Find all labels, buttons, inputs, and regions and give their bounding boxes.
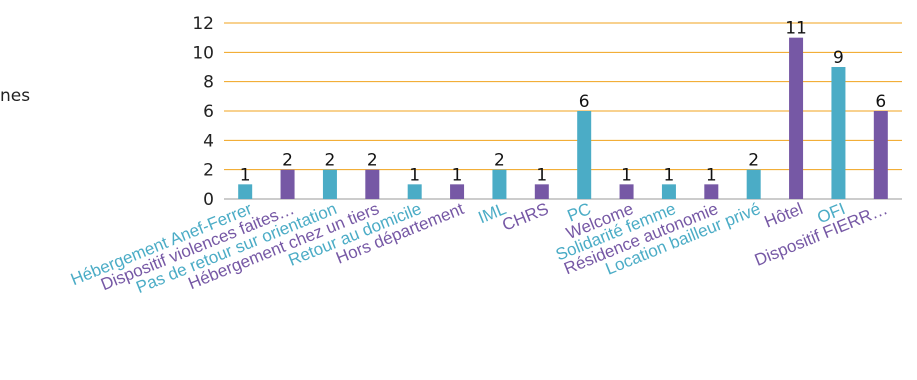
y-tick-label: 2 (203, 161, 214, 181)
bar (873, 111, 888, 199)
data-label: 1 (536, 165, 547, 185)
bar (534, 184, 549, 199)
bar (450, 184, 465, 199)
data-label: 1 (621, 165, 632, 185)
bar (704, 184, 719, 199)
bar (492, 169, 507, 199)
data-label: 6 (579, 92, 590, 112)
data-label: 1 (664, 165, 675, 185)
data-label: 2 (282, 151, 293, 171)
bar (619, 184, 634, 199)
y-tick-label: 10 (192, 43, 214, 63)
bar (238, 184, 253, 199)
bar (280, 169, 295, 199)
data-label: 2 (367, 151, 378, 171)
data-label: 1 (452, 165, 463, 185)
category-label: Hôtel (762, 199, 806, 231)
data-label: 1 (706, 165, 717, 185)
bar (322, 169, 337, 199)
bar (746, 169, 761, 199)
data-label: 1 (409, 165, 420, 185)
data-label: 11 (785, 19, 807, 39)
y-tick-label: 0 (203, 190, 214, 210)
bar (407, 184, 422, 199)
data-label: 2 (748, 151, 759, 171)
bar (661, 184, 676, 199)
y-tick-label: 4 (203, 131, 214, 151)
bar (789, 37, 804, 199)
bar (577, 111, 592, 199)
bar (831, 67, 846, 199)
side-text-fragment: nes (0, 86, 31, 106)
data-label: 6 (875, 92, 886, 112)
category-label: CHRS (500, 199, 552, 235)
y-tick-label: 12 (192, 14, 214, 34)
data-label: 9 (833, 48, 844, 68)
data-label: 1 (240, 165, 251, 185)
data-label: 2 (325, 151, 336, 171)
bar (365, 169, 380, 199)
y-tick-label: 6 (203, 102, 214, 122)
data-label: 2 (494, 151, 505, 171)
y-tick-label: 8 (203, 73, 214, 93)
